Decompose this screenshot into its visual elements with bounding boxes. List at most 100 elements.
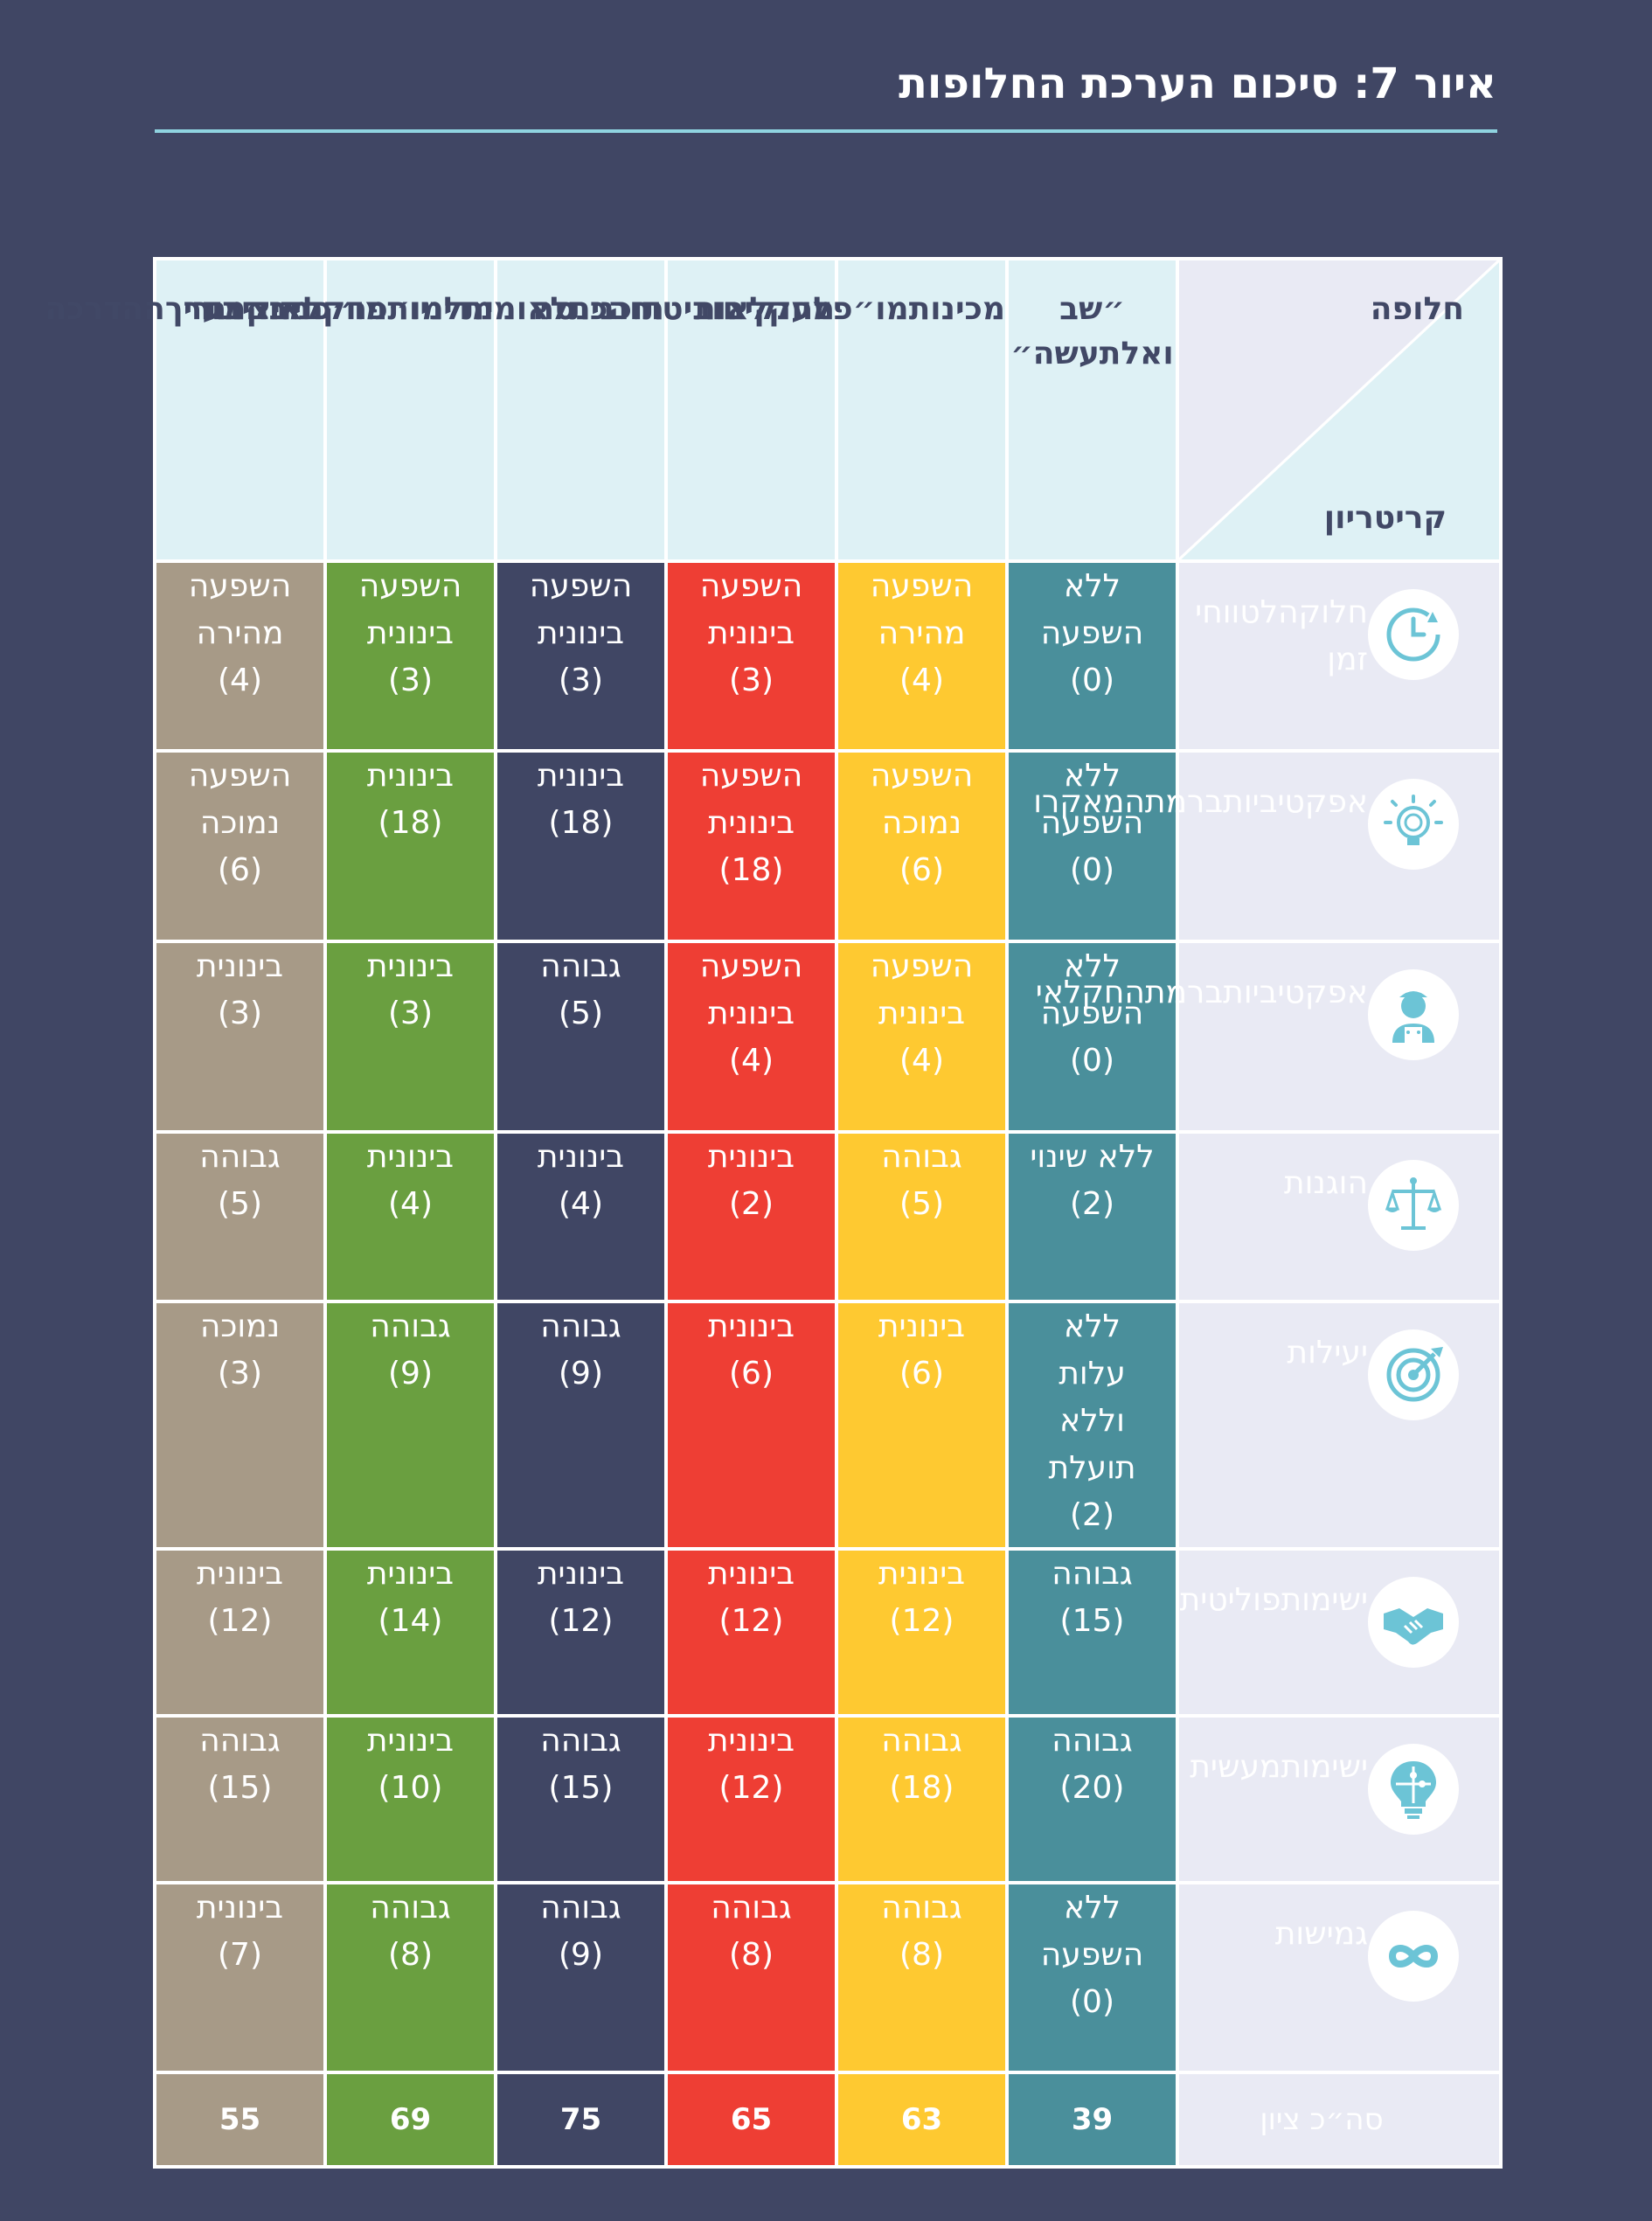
criterion-label-line: אפקטיביות <box>1223 975 1368 1010</box>
score-line: (9) <box>559 1356 603 1392</box>
score-cell: גבוהה (8) <box>664 1881 838 2074</box>
score-cell: נמוכה (3) <box>153 1300 327 1551</box>
score-line: (15) <box>1059 1603 1125 1639</box>
criterion-label-line: המאקרו <box>1033 784 1145 820</box>
score-line: ללא <box>1064 568 1121 604</box>
criterion-cell: הוגנות <box>1176 1130 1503 1303</box>
lightbulb-icon <box>1368 779 1459 870</box>
score-line: עלות <box>1059 1356 1126 1392</box>
score-line: וללא <box>1059 1403 1125 1439</box>
score-line: (0) <box>1070 663 1114 698</box>
score-line: גבוהה <box>540 1890 621 1926</box>
score-line: (0) <box>1070 852 1114 888</box>
total-score: 69 <box>323 2071 497 2169</box>
infinity-icon <box>1368 1911 1459 2002</box>
score-line: (5) <box>559 996 603 1031</box>
score-line: (18) <box>889 1770 954 1806</box>
score-line: (12) <box>207 1603 273 1639</box>
score-line: בינונית <box>878 1308 966 1344</box>
score-line: ללא <box>1064 1308 1121 1344</box>
scales-icon <box>1368 1160 1459 1251</box>
score-line: (20) <box>1059 1770 1125 1806</box>
alternative-header-line: מו״פ <box>310 291 388 327</box>
alternative-header-line: תעשה״ <box>1010 336 1121 371</box>
score-line: (4) <box>729 1043 774 1079</box>
alternative-header: מענקיםוביטוחהכנסה <box>532 257 838 563</box>
score-line: (4) <box>899 663 944 698</box>
criterion-label-line: ברמת <box>1144 975 1224 1010</box>
score-line: (9) <box>559 1937 603 1973</box>
score-cell: בינונית (12) <box>494 1547 668 1718</box>
score-line: (12) <box>718 1770 784 1806</box>
score-cell: גבוהה (5) <box>494 940 668 1134</box>
score-cell: השפעה נמוכה (6) <box>835 749 1009 943</box>
score-line: (4) <box>559 1186 603 1222</box>
score-cell: בינונית (12) <box>153 1547 327 1718</box>
score-line: השפעה <box>699 568 803 604</box>
score-cell: גבוהה (9) <box>323 1300 497 1551</box>
score-line: גבוהה <box>540 948 621 984</box>
score-cell: בינונית (10) <box>323 1714 497 1884</box>
score-line: נמוכה <box>881 805 962 841</box>
criterion-row: יעילות ללא עלות וללא תועלת (2) בינונית (6) בינונ… <box>153 1300 1503 1551</box>
criterion-cell: אפקטיביותברמתהמאקרו <box>1033 749 1503 943</box>
score-cell: בינונית (12) <box>664 1547 838 1718</box>
score-line: גבוהה <box>711 1890 792 1926</box>
score-line: בינונית <box>196 948 284 984</box>
score-line: השפעה <box>1040 996 1144 1031</box>
score-cell: בינונית (4) <box>494 1130 668 1303</box>
score-line: מהירה <box>878 615 966 651</box>
farmer-icon <box>1368 969 1459 1060</box>
total-score: 55 <box>153 2071 327 2169</box>
alternatives-summary-table: חלופה קריטריון ״שב ואלתעשה״ מכינותמו״פלחקלא… <box>45 257 1503 2169</box>
score-cell: בינונית (2) <box>664 1130 838 1303</box>
score-line: השפעה <box>1040 805 1144 841</box>
score-cell: גבוהה (8) <box>835 1881 1009 2074</box>
criterion-cell: אפקטיביותברמתהחקלאי <box>1036 940 1503 1134</box>
score-line: נמוכה <box>199 1308 281 1344</box>
score-line: בינונית <box>537 1556 625 1592</box>
alternative-header-line: לאומית <box>462 291 570 327</box>
score-line: (14) <box>378 1603 443 1639</box>
score-line: (6) <box>899 852 944 888</box>
alternative-header: חיזוקמערךההדרכה <box>45 257 327 563</box>
score-line: גבוהה <box>370 1308 451 1344</box>
score-cell: גבוהה (15) <box>1005 1547 1179 1718</box>
alternative-header-line: מו״פ <box>832 291 909 327</box>
score-cell: בינונית (14) <box>323 1547 497 1718</box>
criterion-label-line: החקלאי <box>1035 975 1145 1010</box>
score-line: בינונית <box>196 1890 284 1926</box>
score-line: (4) <box>388 1186 433 1222</box>
score-line: (12) <box>548 1603 614 1639</box>
score-line: (10) <box>378 1770 443 1806</box>
score-line: בינונית <box>707 996 795 1031</box>
score-line: (8) <box>899 1937 944 1973</box>
criterion-label-line: פוליטית <box>1179 1582 1281 1618</box>
alternative-header-line: מבוזרת <box>205 291 311 327</box>
score-line: בינונית <box>366 1139 455 1175</box>
score-line: בינונית <box>707 1308 795 1344</box>
score-cell: גבוהה (5) <box>835 1130 1009 1303</box>
score-line: גבוהה <box>1052 1556 1133 1592</box>
diagonal-divider <box>1179 260 1499 559</box>
criterion-row: ישימותמעשית גבוהה (20) גבוהה (18) בינונית (12)… <box>153 1714 1503 1884</box>
criterion-label-line: מעשית <box>1190 1749 1281 1785</box>
score-line: גבוהה <box>881 1890 962 1926</box>
alternative-header-line: למו״פ <box>367 291 463 327</box>
alternative-header: תוכניתלאומיתלמו״פחקלאיציבורי <box>184 257 668 563</box>
alternative-header-line: ״שב ואל <box>1059 291 1174 371</box>
score-cell: ללא שינוי (2) <box>1005 1130 1179 1303</box>
score-line: השפעה <box>870 948 974 984</box>
criterion-label-line: גמישות <box>1274 1916 1368 1952</box>
score-line: (4) <box>218 663 262 698</box>
score-line: (6) <box>218 852 262 888</box>
score-line: נמוכה <box>199 805 281 841</box>
alternative-header: מכינותמו״פלחקלאות <box>694 257 1009 563</box>
score-line: (3) <box>218 996 262 1031</box>
target-icon <box>1368 1329 1459 1420</box>
criterion-cell: יעילות <box>1176 1300 1503 1551</box>
score-line: השפעה <box>188 568 292 604</box>
alternative-header: מדיניותמו״פמבוזרת <box>205 257 497 563</box>
score-line: בינונית <box>707 1139 795 1175</box>
score-line: (12) <box>718 1603 784 1639</box>
